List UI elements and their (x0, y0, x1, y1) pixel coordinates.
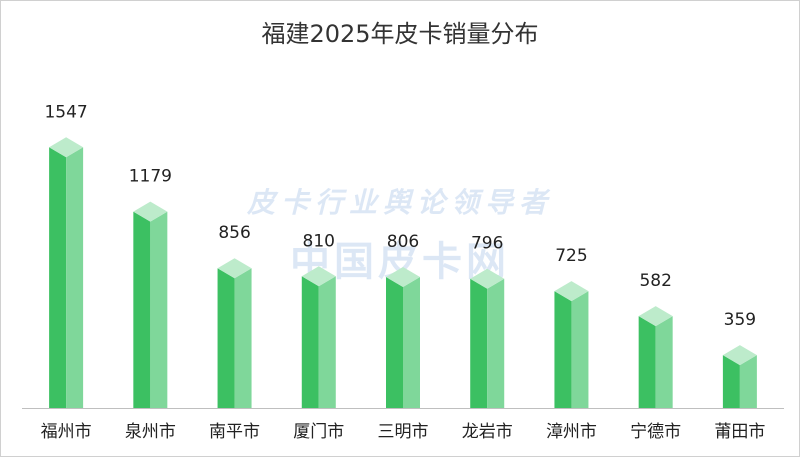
watermark-line1: 皮卡行业舆论领导者 (246, 186, 553, 219)
bar-side-face (739, 355, 757, 408)
category-label-2: 泉州市 (125, 422, 176, 442)
bar-front-face (638, 316, 656, 408)
category-label-6: 龙岩市 (462, 422, 513, 442)
bar-top-face (386, 266, 420, 287)
bar-top-face (217, 258, 252, 279)
value-label-2: 1179 (129, 167, 172, 187)
category-label-5: 三明市 (378, 422, 429, 442)
bar-1 (49, 137, 84, 408)
bar-front-face (217, 268, 235, 408)
bar-9 (722, 345, 757, 408)
bar-top-face (49, 137, 84, 158)
value-labels-group: 1547 1179 856 810 806 796 725 582 359 (44, 102, 756, 330)
value-label-7: 725 (555, 246, 587, 266)
bar-top-face (470, 268, 505, 289)
bar-side-face (66, 147, 84, 408)
category-label-7: 漳州市 (546, 422, 597, 442)
bar-top-face (638, 306, 673, 327)
value-label-3: 856 (218, 223, 250, 243)
bar-front-face (49, 147, 67, 408)
bars-group (49, 137, 757, 408)
bar-2 (133, 201, 168, 408)
chart-title: 福建2025年皮卡销量分布 (261, 20, 539, 48)
category-label-9: 莆田市 (714, 422, 765, 442)
category-labels-group: 福州市 泉州市 南平市 厦门市 三明市 龙岩市 漳州市 宁德市 莆田市 (41, 422, 766, 442)
bar-side-face (655, 316, 673, 408)
bar-top-face (722, 345, 757, 366)
bar-8 (638, 306, 673, 408)
value-label-1: 1547 (44, 102, 87, 122)
bar-side-face (571, 291, 589, 408)
bar-front-face (133, 211, 151, 408)
category-label-4: 厦门市 (293, 422, 344, 442)
value-label-9: 359 (724, 310, 756, 330)
bar-side-face (487, 278, 505, 408)
bar-side-face (150, 211, 168, 408)
category-label-8: 宁德市 (630, 422, 681, 442)
bar-front-face (386, 276, 403, 408)
value-label-8: 582 (639, 271, 671, 291)
bar-front-face (470, 278, 488, 408)
bar-7 (554, 281, 589, 408)
category-label-3: 南平市 (209, 422, 260, 442)
bar-top-face (301, 266, 336, 287)
value-label-6: 796 (471, 234, 503, 254)
bar-front-face (554, 291, 572, 408)
bar-5 (386, 266, 420, 408)
value-label-4: 810 (303, 231, 335, 251)
value-label-5: 806 (387, 232, 419, 252)
category-label-1: 福州市 (41, 422, 92, 442)
bar-3 (217, 258, 252, 408)
bar-4 (301, 266, 336, 408)
bar-side-face (318, 276, 336, 408)
bar-6 (470, 268, 505, 408)
bar-top-face (133, 201, 168, 222)
bar-front-face (722, 355, 740, 408)
bar-side-face (403, 276, 420, 408)
bar-front-face (301, 276, 319, 408)
bar-side-face (234, 268, 252, 408)
bar-top-face (554, 281, 589, 302)
